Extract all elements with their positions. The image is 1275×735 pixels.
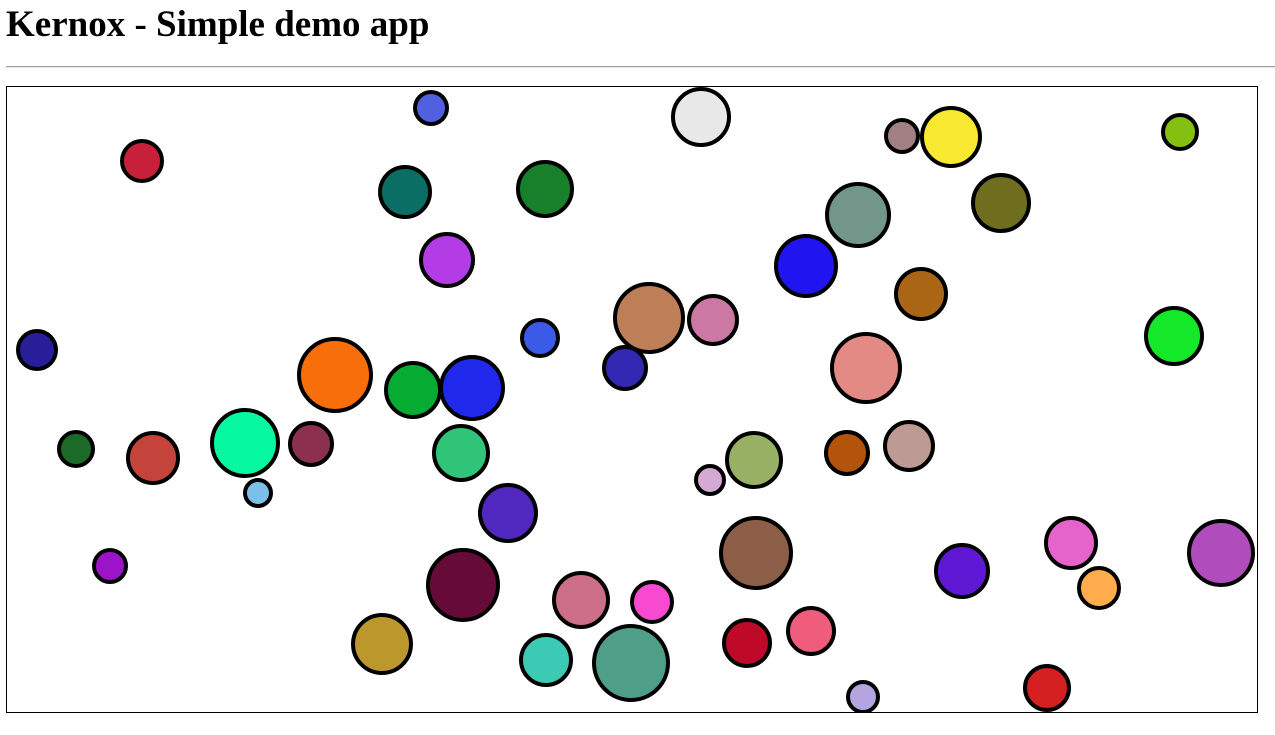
circle-42[interactable] (1187, 519, 1255, 587)
circle-26[interactable] (210, 408, 280, 478)
circle-10[interactable] (971, 173, 1031, 233)
circle-15[interactable] (687, 294, 739, 346)
circle-4[interactable] (516, 160, 574, 218)
circle-35[interactable] (92, 548, 128, 584)
circle-43[interactable] (1077, 566, 1121, 610)
circle-41[interactable] (1044, 516, 1098, 570)
circle-48[interactable] (786, 606, 836, 656)
circle-30[interactable] (694, 464, 726, 496)
circle-9[interactable] (1161, 113, 1199, 151)
circle-scene (16, 87, 1255, 712)
circle-45[interactable] (519, 633, 573, 687)
circle-11[interactable] (825, 182, 891, 248)
circle-39[interactable] (630, 580, 674, 624)
circle-38[interactable] (552, 571, 610, 629)
demo-canvas[interactable] (6, 86, 1258, 713)
circle-13[interactable] (894, 267, 948, 321)
circle-2[interactable] (413, 90, 449, 126)
title-divider (6, 66, 1275, 68)
circle-29[interactable] (243, 478, 273, 508)
circle-5[interactable] (419, 232, 475, 288)
circle-12[interactable] (774, 234, 838, 298)
circle-20[interactable] (384, 361, 442, 419)
circle-34[interactable] (478, 483, 538, 543)
page-title: Kernox - Simple demo app (6, 4, 430, 45)
circle-21[interactable] (439, 355, 505, 421)
circle-7[interactable] (884, 118, 920, 154)
circle-19[interactable] (297, 337, 373, 413)
circle-40[interactable] (934, 543, 990, 599)
circle-46[interactable] (592, 624, 670, 702)
circle-14[interactable] (613, 282, 685, 354)
circle-50[interactable] (1023, 664, 1071, 712)
circle-1[interactable] (120, 139, 164, 183)
circle-6[interactable] (671, 87, 731, 147)
circle-44[interactable] (351, 613, 413, 675)
circle-31[interactable] (725, 431, 783, 489)
circle-47[interactable] (722, 618, 772, 668)
circle-24[interactable] (57, 430, 95, 468)
circle-18[interactable] (16, 329, 58, 371)
circle-23[interactable] (1144, 306, 1204, 366)
circle-8[interactable] (920, 106, 982, 168)
circle-32[interactable] (824, 430, 870, 476)
circle-25[interactable] (126, 431, 180, 485)
circle-22[interactable] (830, 332, 902, 404)
circle-28[interactable] (432, 424, 490, 482)
circle-27[interactable] (288, 421, 334, 467)
circle-17[interactable] (602, 345, 648, 391)
circle-36[interactable] (426, 548, 500, 622)
circle-37[interactable] (719, 516, 793, 590)
circle-49[interactable] (846, 680, 880, 712)
circle-16[interactable] (520, 318, 560, 358)
circle-3[interactable] (378, 165, 432, 219)
circle-33[interactable] (883, 420, 935, 472)
